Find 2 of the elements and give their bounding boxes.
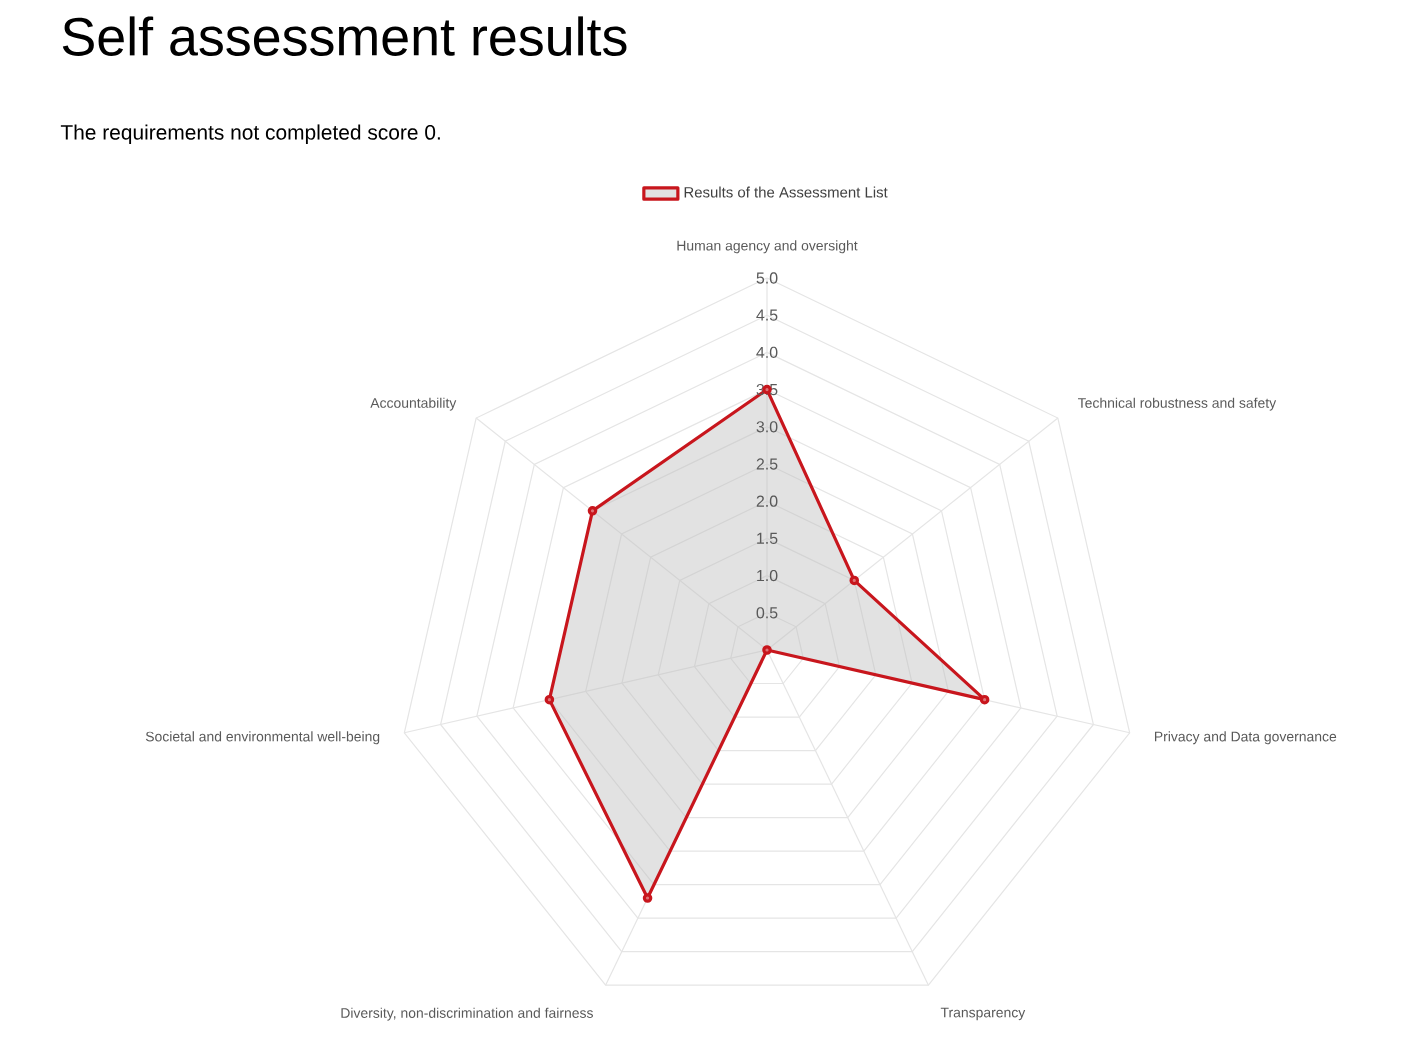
chart-subtitle: The requirements not completed score 0. — [60, 124, 440, 144]
chart-title: Self assessment results — [62, 16, 627, 56]
